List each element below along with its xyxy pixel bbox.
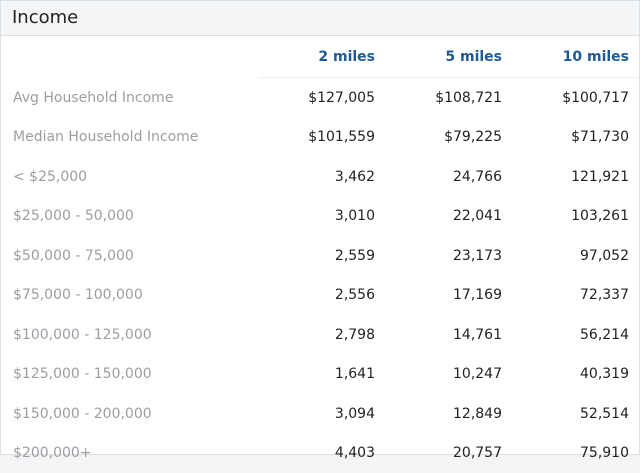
row-label: $75,000 - 100,000	[1, 276, 258, 316]
cell-value: 14,761	[385, 315, 512, 355]
cell-value: 2,559	[258, 236, 385, 276]
cell-value: $79,225	[385, 118, 512, 158]
cell-value: 20,757	[385, 434, 512, 473]
row-label: $50,000 - 75,000	[1, 236, 258, 276]
cell-value: 3,462	[258, 157, 385, 197]
row-label: $200,000+	[1, 434, 258, 473]
cell-value: 75,910	[512, 434, 639, 473]
page: {"title":"Income","columns":["2 miles","…	[0, 0, 640, 457]
row-label: $125,000 - 150,000	[1, 355, 258, 395]
card-title: Income	[12, 7, 78, 28]
cell-value: $127,005	[258, 78, 385, 118]
cell-value: 3,094	[258, 394, 385, 434]
row-label: $100,000 - 125,000	[1, 315, 258, 355]
cell-value: $101,559	[258, 118, 385, 158]
cell-value: 1,641	[258, 355, 385, 395]
cell-value: 12,849	[385, 394, 512, 434]
cell-value: $71,730	[512, 118, 639, 158]
column-header: 5 miles	[385, 37, 512, 78]
cell-value: 103,261	[512, 197, 639, 237]
cell-value: 10,247	[385, 355, 512, 395]
cell-value: 17,169	[385, 276, 512, 316]
cell-value: 97,052	[512, 236, 639, 276]
cell-value: $100,717	[512, 78, 639, 118]
cell-value: 56,214	[512, 315, 639, 355]
cell-value: $108,721	[385, 78, 512, 118]
column-header: 2 miles	[258, 37, 385, 78]
row-label: Median Household Income	[1, 118, 258, 158]
cell-value: 22,041	[385, 197, 512, 237]
row-label: $150,000 - 200,000	[1, 394, 258, 434]
cell-value: 3,010	[258, 197, 385, 237]
table-row: Median Household Income$101,559$79,225$7…	[1, 118, 639, 158]
header-blank	[1, 37, 258, 78]
row-label: $25,000 - 50,000	[1, 197, 258, 237]
table-row: Avg Household Income$127,005$108,721$100…	[1, 78, 639, 118]
cell-value: 72,337	[512, 276, 639, 316]
cell-value: 121,921	[512, 157, 639, 197]
column-header: 10 miles	[512, 37, 639, 78]
cell-value: 40,319	[512, 355, 639, 395]
card-header	[1, 1, 639, 36]
cell-value: 2,798	[258, 315, 385, 355]
cell-value: 4,403	[258, 434, 385, 473]
row-label: Avg Household Income	[1, 78, 258, 118]
cell-value: 52,514	[512, 394, 639, 434]
cell-value: 2,556	[258, 276, 385, 316]
row-label: < $25,000	[1, 157, 258, 197]
cell-value: 24,766	[385, 157, 512, 197]
cell-value: 23,173	[385, 236, 512, 276]
